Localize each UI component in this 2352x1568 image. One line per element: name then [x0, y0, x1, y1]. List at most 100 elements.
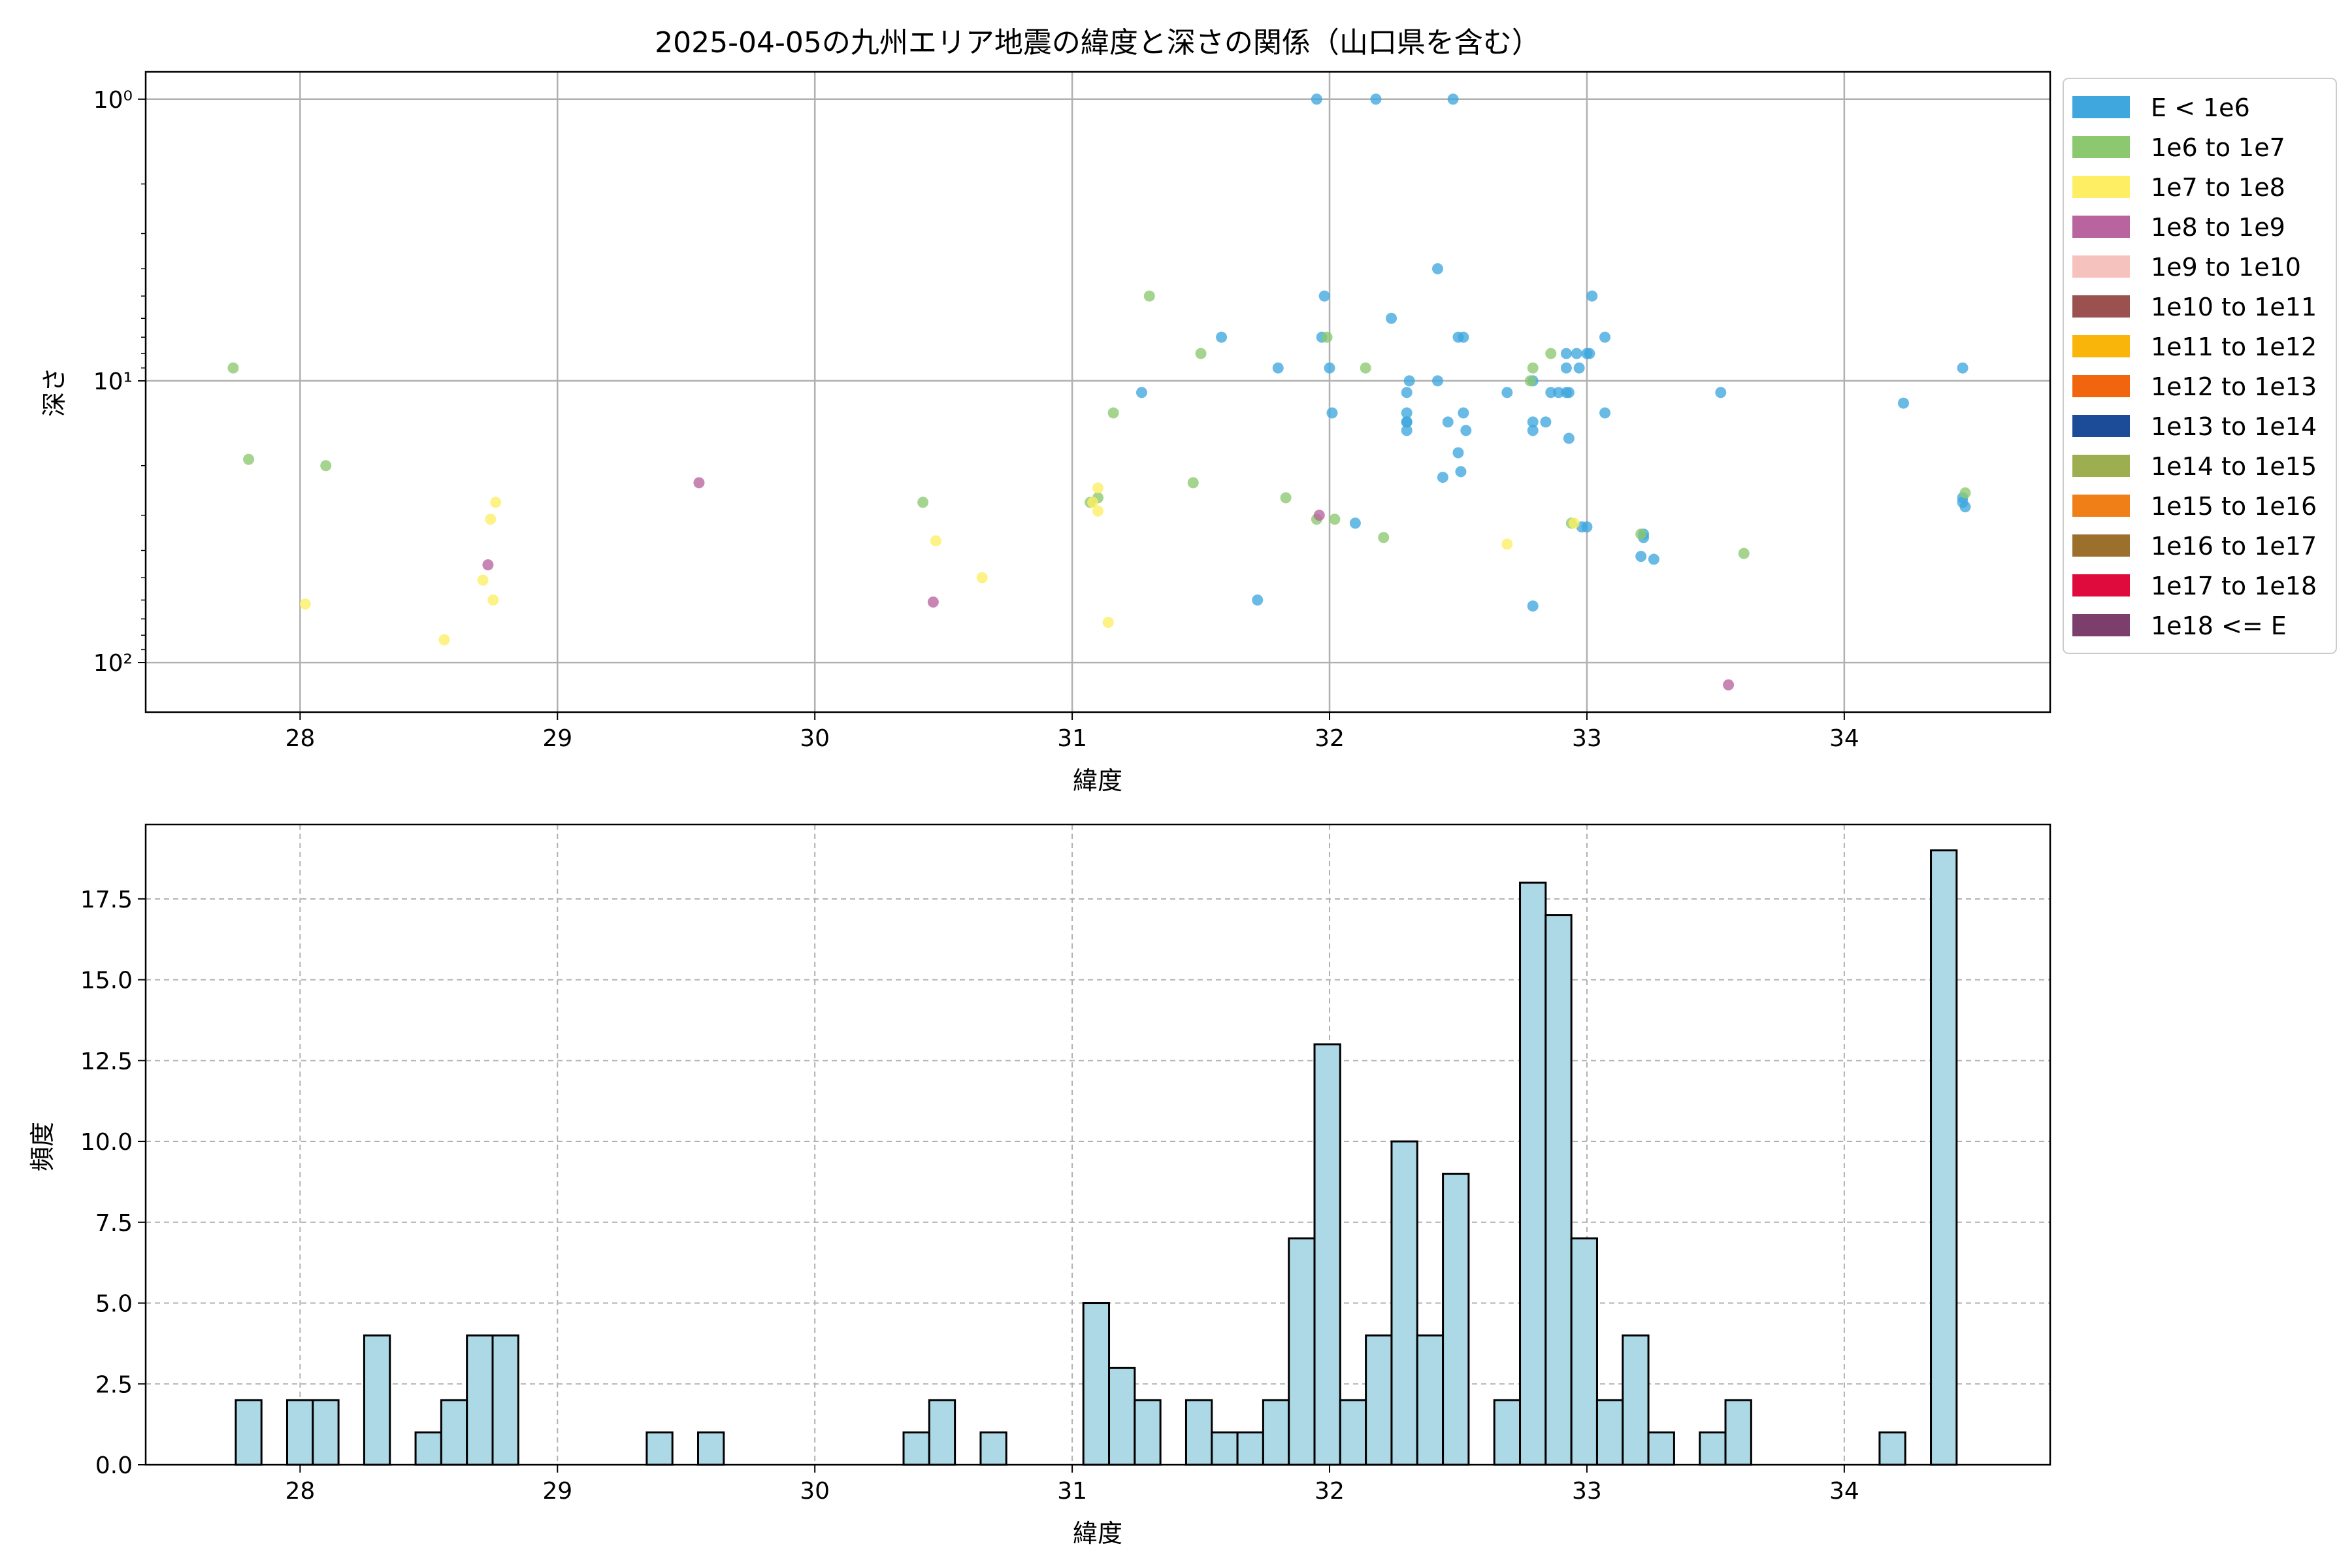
legend-label: 1e10 to 1e11	[2151, 293, 2317, 321]
legend-swatch	[2072, 495, 2130, 517]
legend-swatch	[2072, 534, 2130, 557]
legend-frame	[2063, 78, 2337, 654]
histogram-bar	[1262, 1399, 1290, 1466]
histogram-x-label: 緯度	[1073, 1519, 1122, 1548]
scatter-point	[1545, 387, 1557, 399]
histogram-bar	[1082, 1302, 1111, 1466]
histogram-bar	[414, 1431, 442, 1466]
scatter-point	[1216, 331, 1228, 343]
scatter-point	[1452, 447, 1464, 459]
histogram-frame	[144, 823, 2051, 1466]
legend-label: 1e7 to 1e8	[2151, 173, 2285, 202]
legend-swatch	[2072, 255, 2130, 278]
scatter-point	[1540, 416, 1552, 428]
histogram-x-tick-label: 31	[1057, 1478, 1087, 1505]
scatter-point	[1324, 362, 1335, 374]
scatter-point	[482, 559, 494, 571]
scatter-x-tick-label: 28	[285, 725, 315, 752]
legend-label: 1e12 to 1e13	[2151, 372, 2317, 401]
histogram-bar	[1699, 1431, 1727, 1466]
scatter-point	[485, 514, 497, 525]
legend-label: 1e8 to 1e9	[2151, 213, 2285, 242]
legend-swatch	[2072, 574, 2130, 596]
histogram-y-tick-label: 17.5	[80, 887, 133, 913]
scatter-x-tick-label: 34	[1829, 725, 1859, 752]
chart-title: 2025-04-05の九州エリア地震の緯度と深さの関係（山口県を含む）	[655, 26, 1541, 59]
histogram-bar	[1288, 1237, 1316, 1466]
histogram-bar	[902, 1431, 930, 1466]
legend-swatch	[2072, 415, 2130, 437]
scatter-point	[1957, 362, 1968, 374]
histogram-bar	[1544, 914, 1573, 1466]
scatter-point	[976, 572, 988, 583]
scatter-x-tick-label: 30	[800, 725, 830, 752]
histogram-bar	[1236, 1431, 1264, 1466]
scatter-point	[1560, 362, 1572, 374]
legend: E < 1e6 1e6 to 1e7 1e7 to 1e8 1e8 to 1e9 1e9…	[2063, 78, 2337, 654]
scatter-y-tick-label: 10¹	[93, 368, 133, 395]
scatter-point	[299, 598, 311, 610]
histogram-bar	[1724, 1399, 1752, 1466]
histogram-y-tick-label: 2.5	[95, 1371, 133, 1398]
scatter-point	[930, 535, 941, 547]
scatter-point	[1723, 679, 1735, 691]
legend-label: 1e9 to 1e10	[2151, 253, 2301, 282]
histogram-bar	[466, 1334, 494, 1466]
histogram-x-ticks: 28 29 30 31 32 33 34	[285, 1465, 1859, 1505]
scatter-point	[1527, 416, 1539, 428]
scatter-point	[1092, 505, 1103, 517]
scatter-point	[1527, 362, 1539, 374]
histogram-bar	[312, 1399, 340, 1466]
scatter-point	[1573, 362, 1585, 374]
histogram-bar	[1622, 1334, 1650, 1466]
histogram-bar	[491, 1334, 519, 1466]
scatter-point	[1571, 348, 1582, 359]
scatter-point	[1401, 407, 1413, 419]
legend-label: 1e11 to 1e12	[2151, 333, 2317, 361]
histogram-y-label: 頻度	[28, 1122, 57, 1171]
scatter-point	[1102, 617, 1114, 629]
scatter-point	[490, 497, 502, 508]
scatter-point	[1738, 547, 1750, 559]
legend-swatch	[2072, 176, 2130, 198]
scatter-point	[1349, 517, 1361, 529]
histogram-bar	[1313, 1043, 1341, 1466]
scatter-point	[1458, 407, 1469, 419]
histogram-bar	[1365, 1334, 1393, 1466]
scatter-x-tick-label: 31	[1057, 725, 1087, 752]
scatter-point	[1092, 482, 1103, 494]
scatter-point	[1087, 497, 1099, 508]
scatter-point	[1143, 290, 1155, 302]
scatter-point	[1568, 517, 1580, 529]
histogram-bar	[1211, 1431, 1239, 1466]
scatter-point	[1195, 348, 1207, 359]
histogram-bar	[1930, 849, 1958, 1466]
legend-swatch	[2072, 96, 2130, 118]
scatter-point	[1599, 407, 1611, 419]
histogram-bar	[979, 1431, 1007, 1466]
histogram-bar	[440, 1399, 468, 1466]
scatter-point	[1501, 387, 1513, 399]
scatter-point	[477, 574, 489, 586]
scatter-frame	[144, 71, 2051, 713]
scatter-point	[1560, 348, 1572, 359]
histogram-bar	[1184, 1399, 1213, 1466]
histogram-x-tick-label: 32	[1315, 1478, 1345, 1505]
scatter-point	[1135, 387, 1147, 399]
scatter-point	[1326, 407, 1338, 419]
legend-swatch	[2072, 455, 2130, 477]
histogram-bar	[363, 1334, 391, 1466]
histogram-y-tick-label: 15.0	[80, 968, 133, 994]
scatter-point	[1329, 514, 1341, 525]
histogram-bar	[1519, 881, 1547, 1466]
legend-swatch	[2072, 136, 2130, 158]
scatter-grid	[146, 72, 2050, 712]
histogram-y-tick-label: 7.5	[95, 1210, 133, 1237]
legend-label: 1e6 to 1e7	[2151, 133, 2285, 162]
legend-swatch	[2072, 614, 2130, 636]
scatter-point	[693, 477, 705, 489]
histogram-y-tick-label: 0.0	[95, 1452, 133, 1479]
scatter-x-ticks: 28 29 30 31 32 33 34	[285, 712, 1859, 752]
histogram-bar	[286, 1399, 314, 1466]
